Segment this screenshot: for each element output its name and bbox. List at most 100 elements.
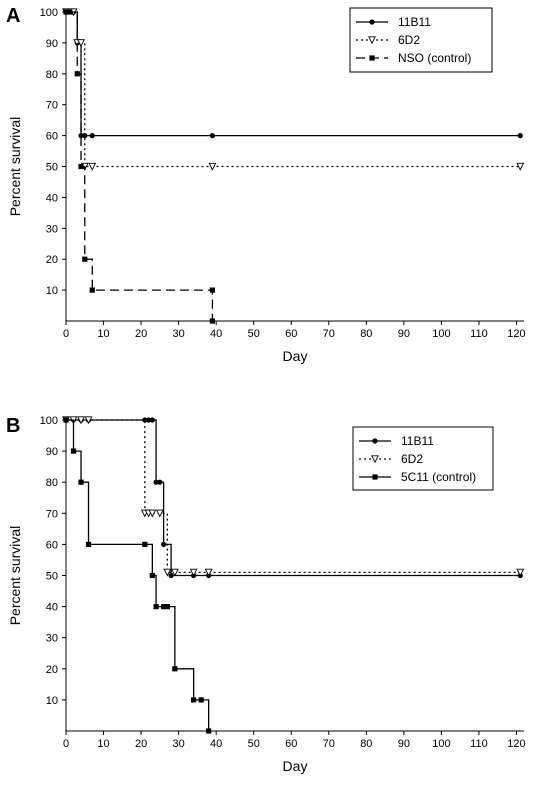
y-tick-label: 20 — [46, 664, 58, 676]
x-tick-label: 60 — [285, 738, 297, 750]
legend-marker — [369, 55, 375, 61]
data-point — [208, 162, 217, 171]
y-tick-label: 30 — [46, 223, 58, 235]
x-tick-label: 100 — [432, 738, 450, 750]
x-tick-label: 0 — [63, 738, 69, 750]
x-tick-label: 80 — [360, 328, 372, 340]
legend-marker — [368, 36, 376, 45]
x-tick-label: 10 — [97, 328, 109, 340]
chart-panel-a: A 0 10 20 30 40 50 60 70 80 90 100 110 120 10 20 30 40 50 6… — [6, 5, 526, 364]
data-point — [142, 417, 148, 423]
y-tick-label: 90 — [46, 446, 58, 458]
y-tick-label: 10 — [46, 695, 58, 707]
series-line — [66, 419, 210, 731]
data-point — [82, 256, 88, 262]
legend-label: 6D2 — [401, 452, 423, 466]
y-tick-label: 60 — [46, 131, 58, 143]
y-tick-label: 50 — [46, 571, 58, 583]
data-point — [148, 509, 157, 518]
x-tick-label: 70 — [323, 738, 335, 750]
x-axis-label: Day — [283, 758, 308, 774]
data-point — [78, 163, 84, 170]
legend-marker — [371, 455, 379, 464]
data-point — [63, 417, 69, 423]
data-point — [84, 416, 93, 425]
data-point — [164, 604, 170, 610]
data-point — [149, 417, 155, 423]
panel-label: B — [6, 415, 20, 437]
data-point — [161, 541, 167, 548]
x-axis-label: Day — [283, 348, 308, 364]
x-tick-label: 80 — [360, 738, 372, 750]
data-point — [149, 572, 155, 579]
x-tick-label: 100 — [432, 328, 450, 340]
data-point — [77, 39, 85, 48]
data-point — [209, 287, 216, 293]
x-tick-label: 0 — [63, 328, 69, 340]
y-tick-label: 80 — [46, 477, 58, 489]
y-tick-label: 90 — [46, 38, 58, 50]
data-point — [198, 697, 204, 703]
y-tick-label: 100 — [40, 7, 58, 19]
data-point — [89, 133, 95, 139]
x-tick-label: 60 — [285, 328, 297, 340]
data-point — [209, 318, 216, 324]
x-tick-label: 40 — [210, 328, 222, 340]
data-point — [209, 133, 216, 139]
data-point — [153, 604, 159, 610]
data-point — [204, 568, 213, 577]
y-tick-label: 40 — [46, 602, 58, 614]
x-tick-label: 30 — [172, 328, 184, 340]
data-point — [168, 572, 174, 579]
y-tick-label: 10 — [46, 285, 58, 297]
legend-label: NSO (control) — [398, 51, 471, 65]
legend-marker — [372, 438, 378, 444]
y-tick-label: 70 — [46, 508, 58, 520]
data-point — [172, 666, 178, 672]
y-tick-label: 40 — [46, 192, 58, 204]
legend-marker — [372, 474, 378, 480]
x-tick-label: 50 — [248, 738, 260, 750]
series-line — [66, 11, 521, 168]
x-tick-label: 70 — [323, 328, 335, 340]
x-tick-label: 20 — [135, 738, 147, 750]
data-point — [89, 287, 95, 293]
data-point — [191, 697, 197, 703]
x-tick-label: 120 — [507, 328, 525, 340]
legend: 11B11 6D2 NSO (control) — [349, 7, 493, 73]
legend-label: 6D2 — [398, 33, 420, 47]
data-point — [155, 509, 164, 518]
y-axis-label: Percent survival — [7, 526, 23, 626]
y-tick-label: 60 — [46, 539, 58, 551]
data-point — [516, 568, 525, 577]
legend-label: 11B11 — [398, 15, 431, 29]
data-point — [153, 479, 159, 485]
y-axis-label: Percent survival — [7, 117, 23, 217]
data-point — [145, 417, 152, 423]
data-point — [163, 568, 172, 577]
x-tick-label: 40 — [210, 738, 222, 750]
x-tick-label: 20 — [135, 328, 147, 340]
data-point — [142, 541, 148, 547]
data-point — [517, 133, 523, 139]
x-tick-label: 110 — [470, 738, 488, 750]
data-point — [63, 9, 69, 15]
data-point — [74, 71, 80, 77]
data-point — [82, 133, 88, 139]
x-tick-label: 90 — [398, 328, 410, 340]
data-point — [78, 479, 84, 485]
x-tick-label: 120 — [507, 738, 525, 750]
data-point — [161, 604, 167, 610]
y-tick-label: 100 — [40, 415, 58, 427]
series-2 — [63, 9, 216, 324]
y-tick-label: 20 — [46, 254, 58, 266]
data-point — [67, 9, 73, 15]
data-point — [77, 416, 85, 425]
x-tick-label: 10 — [97, 738, 109, 750]
data-point — [78, 133, 84, 139]
data-point — [206, 728, 212, 734]
y-tick-label: 30 — [46, 633, 58, 645]
legend-label: 11B11 — [401, 434, 434, 448]
x-tick-label: 30 — [172, 738, 184, 750]
series-2 — [63, 417, 212, 734]
